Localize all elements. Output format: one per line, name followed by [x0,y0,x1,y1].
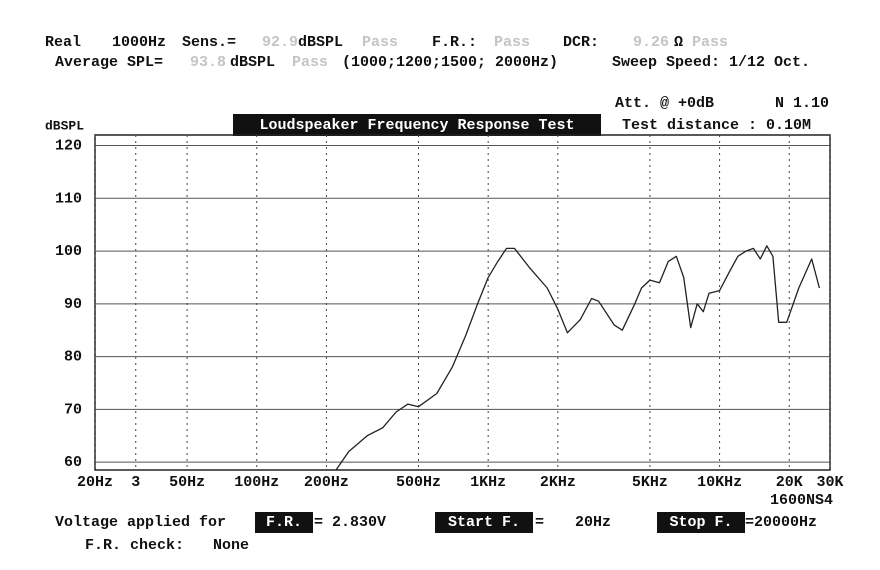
x-tick-label: 3 [131,474,140,491]
label-box [657,512,745,533]
status: Pass [362,34,398,51]
title-box [233,114,601,136]
label-box [255,512,313,533]
x-tick-label: 20K [776,474,803,491]
y-tick-label: 60 [64,454,82,471]
y-tick-label: 80 [64,349,82,366]
x-tick-label: 200Hz [304,474,349,491]
test-distance: Test distance : 0.10M [622,117,811,134]
status: Pass [494,34,530,51]
sweep-speed: Sweep Speed: 1/12 Oct. [612,54,810,71]
equals: = [535,514,544,531]
check-value: None [213,537,249,554]
x-tick-label: 1KHz [470,474,506,491]
x-tick-label: 10KHz [697,474,742,491]
status: Pass [692,34,728,51]
y-tick-label: 100 [55,243,82,260]
x-tick-label: 500Hz [396,474,441,491]
label: Start F. [448,514,520,531]
y-axis-label: dBSPL [45,118,84,133]
value: 92.9 [262,34,298,51]
model: 1600NS4 [770,492,833,509]
label: F.R. check: [85,537,184,554]
label: Sens.= [182,34,236,51]
x-tick-label: 100Hz [234,474,279,491]
y-tick-label: 90 [64,296,82,313]
x-tick-label: 2KHz [540,474,576,491]
y-tick-label: 70 [64,401,82,418]
status: Pass [292,54,328,71]
plot-frame [94,134,831,471]
chart-title: Loudspeaker Frequency Response Test [259,117,574,134]
label: F.R. [266,514,302,531]
x-tick-label: 5KHz [632,474,668,491]
label-box [435,512,533,533]
frequencies: (1000;1200;1500; 2000Hz) [342,54,558,71]
response-curve [335,245,821,471]
version: N 1.10 [775,95,829,112]
x-tick-label: 20Hz [77,474,113,491]
y-tick-label: 110 [55,190,82,207]
unit: dBSPL [298,34,343,51]
mode: Real [45,34,81,51]
stop-frequency: =20000Hz [745,514,817,531]
voltage: = 2.830V [314,514,386,531]
unit: dBSPL [230,54,275,71]
y-tick-label: 120 [55,138,82,155]
label: Average SPL= [55,54,163,71]
x-tick-label: 50Hz [169,474,205,491]
unit: Ω [674,34,683,51]
frequency: 1000Hz [112,34,166,51]
label: Voltage applied for [55,514,226,531]
attenuation: Att. @ +0dB [615,95,714,112]
label: Stop F. [669,514,732,531]
x-tick-label: 30K [816,474,843,491]
start-frequency: 20Hz [575,514,611,531]
value: 93.8 [190,54,226,71]
label: F.R.: [432,34,477,51]
label: DCR: [563,34,599,51]
value: 9.26 [633,34,669,51]
